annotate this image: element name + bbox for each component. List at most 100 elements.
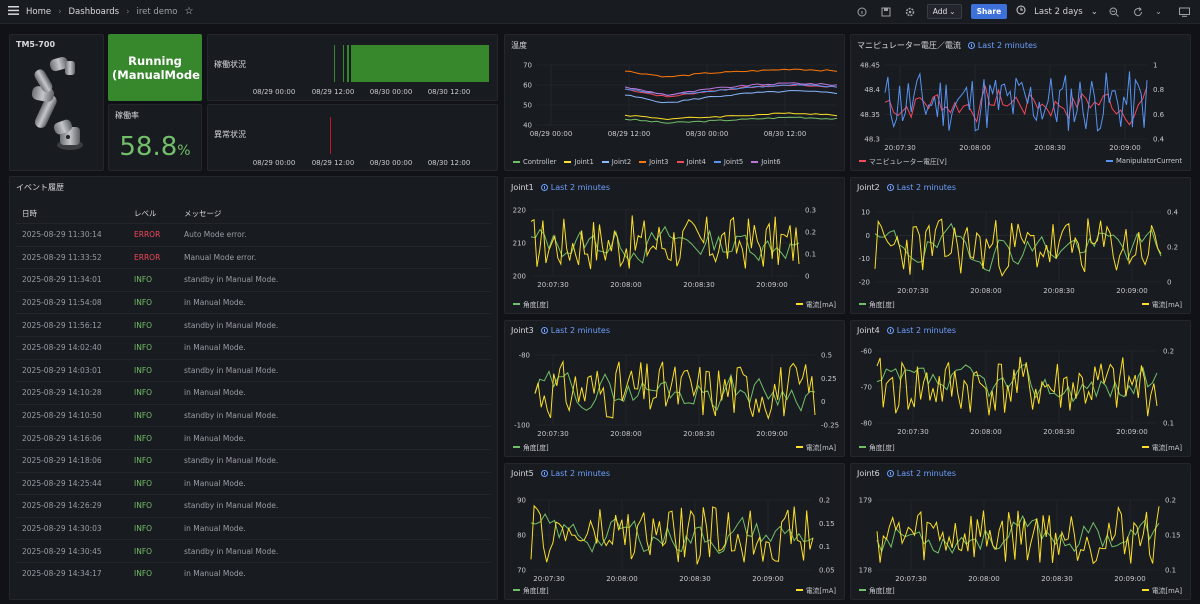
clock-icon [886,184,894,191]
legend-item[interactable]: Joint2 [601,158,632,166]
info-icon[interactable] [855,4,870,19]
legend-item[interactable]: Joint6 [751,158,781,166]
legend-item[interactable]: Joint5 [713,158,743,166]
clock-icon [540,470,548,477]
breadcrumb-dashboards[interactable]: Dashboards [68,6,120,17]
y-tick-label: 200 [513,273,526,281]
y2-tick-label: 0.6 [1153,111,1165,119]
series-line [874,218,1162,278]
cell-message: standby in Manual Mode. [184,546,279,556]
table-row[interactable]: 2025-08-29 14:18:06 INFO standby in Manual… [16,448,491,472]
x-tick-label: 20:08:00 [970,428,1001,436]
legend-item[interactable]: Joint1 [564,158,594,166]
legend-item[interactable]: ManipulatorCurrent [1105,156,1182,166]
column-header-level[interactable]: レベル [134,208,157,218]
legend-item[interactable]: 電流[mA] [1141,585,1182,595]
table-row[interactable]: 2025-08-29 11:56:12 INFO standby in Manual… [16,313,491,336]
table-row[interactable]: 2025-08-29 11:34:01 INFO standby in Manual… [16,268,491,291]
table-row[interactable]: 2025-08-29 14:25:44 INFO in Manual Mode. [16,471,491,495]
chevron-down-icon: ⌄ [1090,6,1098,17]
series-line [876,514,1160,554]
cell-level: INFO [134,546,153,556]
time-info: Last 2 minutes [540,326,610,335]
x-tick-label: 20:07:30 [537,281,568,289]
legend-item[interactable]: 角度[度] [513,299,549,309]
time-range-picker[interactable]: Last 2 days ⌄ [1016,5,1098,18]
column-header-datetime[interactable]: 日時 [22,208,37,218]
legend-item[interactable]: 角度[度] [859,585,895,595]
cell-message: in Manual Mode. [184,343,246,353]
x-tick-label: 20:07:30 [537,430,568,438]
table-row[interactable]: 2025-08-29 14:34:17 INFO in Manual Mode. [16,561,491,585]
time-range-text: Last 2 minutes [896,326,957,335]
table-row[interactable]: 2025-08-29 11:54:08 INFO in Manual Mode. [16,290,491,314]
chart-legend: 角度[度] 電流[mA] [513,442,836,452]
column-header-message[interactable]: メッセージ [184,208,222,218]
table-row[interactable]: 2025-08-29 14:16:06 INFO in Manual Mode. [16,426,491,449]
legend-swatch [513,303,520,305]
table-body: 2025-08-29 11:30:14 ERROR Auto Mode error.… [16,223,491,585]
x-tick-label: 08/30 00:00 [370,159,413,167]
tv-mode-icon[interactable] [1177,4,1192,19]
legend-label: Joint1 [574,158,594,166]
table-row[interactable]: 2025-08-29 11:33:52 ERROR Manual Mode erro… [16,245,491,269]
table-row[interactable]: 2025-08-29 14:03:01 INFO standby in Manual… [16,358,491,382]
breadcrumb-home[interactable]: Home [26,6,52,17]
legend-swatch [751,161,759,163]
legend-label: 電流[mA] [805,301,836,309]
chart-legend: 角度[度] 電流[mA] [859,585,1182,595]
y2-tick-label: 0.1 [805,251,816,259]
add-button-label: Add [932,7,948,16]
legend-item[interactable]: Controller [513,158,556,166]
x-tick-label: 08/30 00:00 [686,130,729,138]
settings-icon[interactable] [903,4,918,19]
table-row[interactable]: 2025-08-29 14:26:29 INFO standby in Manual… [16,494,491,517]
legend-swatch [795,446,803,448]
x-tick-label: 20:09:00 [756,281,787,289]
legend-item[interactable]: 電流[mA] [795,442,836,452]
table-row[interactable]: 2025-08-29 11:30:14 ERROR Auto Mode error. [16,223,491,246]
table-row[interactable]: 2025-08-29 14:30:03 INFO in Manual Mode. [16,516,491,540]
legend-item[interactable]: Joint4 [676,158,706,166]
legend-item[interactable]: 角度[度] [513,585,549,595]
x-tick-label: 20:08:30 [679,575,710,583]
legend-item[interactable]: 電流[mA] [1141,299,1182,309]
y2-tick-label: 0.15 [1165,532,1181,540]
legend-item[interactable]: Joint3 [639,158,669,166]
cell-datetime: 2025-08-29 14:30:03 [22,524,102,534]
legend-swatch [859,589,866,591]
table-row[interactable]: 2025-08-29 14:10:28 INFO in Manual Mode. [16,381,491,404]
joint4-panel: Joint4 Last 2 minutes -60 -70 -80 0.2 0.1 20:0… [850,320,1191,457]
chevron-down-icon[interactable]: ⌄ [1154,6,1162,17]
legend-item[interactable]: 角度[度] [513,442,549,452]
legend-item[interactable]: 角度[度] [859,442,895,452]
star-icon[interactable]: ☆ [184,6,194,17]
x-tick-label: 20:08:30 [1043,428,1074,436]
table-row[interactable]: 2025-08-29 14:30:45 INFO standby in Manual… [16,539,491,562]
cell-datetime: 2025-08-29 14:30:45 [22,546,102,556]
menu-icon[interactable] [8,5,19,18]
time-range-text: Last 2 minutes [896,183,957,192]
y-tick-label: -80 [861,420,872,428]
legend-label: Joint2 [611,158,632,166]
refresh-icon[interactable] [1131,4,1146,19]
legend-item[interactable]: 電流[mA] [795,585,836,595]
save-icon[interactable] [879,4,894,19]
legend-label: Joint3 [649,158,669,166]
time-info: Last 2 minutes [540,469,610,478]
add-button[interactable]: Add ⌄ [926,4,962,19]
table-row[interactable]: 2025-08-29 14:10:50 INFO standby in Manual… [16,403,491,427]
robot-title: TM5-700 [16,40,56,49]
legend-item[interactable]: 電流[mA] [795,299,836,309]
time-info: Last 2 minutes [886,183,957,192]
share-button[interactable]: Share [970,4,1008,19]
legend-item[interactable]: 角度[度] [859,299,895,309]
legend-item[interactable]: 電流[mA] [1141,442,1182,452]
legend-item[interactable]: マニピュレーター電圧[V] [859,156,947,166]
zoom-out-icon[interactable] [1107,4,1122,19]
legend-label: Controller [523,158,557,166]
legend-swatch [513,161,520,163]
operation-timeline: 08/29 00:00 08/29 12:00 08/30 00:00 08/3… [253,45,489,96]
x-tick-label: 08/30 00:00 [370,88,413,96]
table-row[interactable]: 2025-08-29 14:02:40 INFO in Manual Mode. [16,335,491,359]
